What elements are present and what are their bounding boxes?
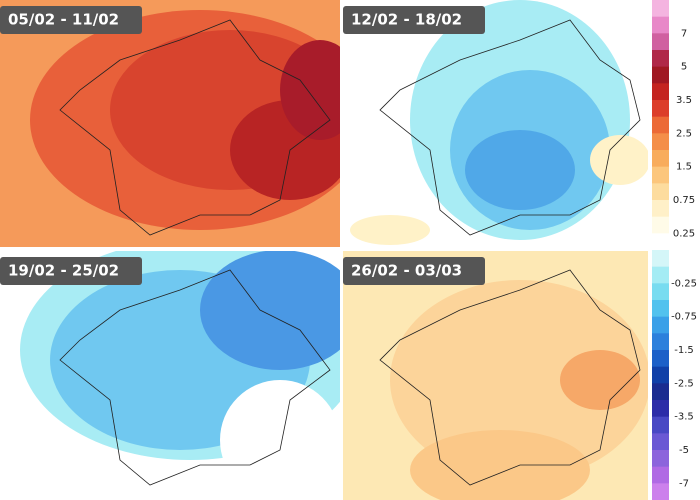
label-box xyxy=(343,257,485,285)
colorbar-swatch xyxy=(652,150,669,168)
colorbar-label: -2.5 xyxy=(674,378,694,389)
colorbar-swatch xyxy=(652,33,669,51)
colorbar-label: -1.5 xyxy=(674,345,694,356)
colorbar-swatch xyxy=(652,316,669,334)
colorbar: 7 5 3.5 2.5 1.5 0.75 0.25 -0.25 -0.75 -1.5 -2.5 -3.… xyxy=(652,0,697,500)
colorbar-swatch xyxy=(652,400,669,418)
label-box xyxy=(343,6,485,34)
colorbar-label: 3.5 xyxy=(676,95,692,106)
colorbar-swatch xyxy=(652,0,669,18)
colorbar-swatch xyxy=(652,216,669,234)
colorbar-swatch xyxy=(652,416,669,434)
colorbar-swatch xyxy=(652,450,669,468)
colorbar-swatch xyxy=(652,16,669,34)
colorbar-swatch xyxy=(652,83,669,101)
map-panel xyxy=(343,0,648,247)
colorbar-label: -3.5 xyxy=(674,412,694,423)
colorbar-swatch xyxy=(652,333,669,351)
panel-label: 05/02 - 11/02 xyxy=(8,11,119,29)
colorbar-swatch xyxy=(652,133,669,151)
colorbar-swatch xyxy=(652,266,669,284)
map-panel xyxy=(343,251,648,500)
colorbar-label: -7 xyxy=(679,478,689,489)
colorbar-swatch xyxy=(652,483,669,500)
colorbar-label: -5 xyxy=(679,445,689,456)
colorbar-swatch xyxy=(652,300,669,318)
map-panel xyxy=(0,0,340,247)
panel-label: 12/02 - 18/02 xyxy=(351,11,462,29)
colorbar-swatch xyxy=(652,50,669,68)
colorbar-swatch xyxy=(652,200,669,218)
colorbar-label: 2.5 xyxy=(676,128,692,139)
label-box xyxy=(0,257,142,285)
colorbar-swatch xyxy=(652,116,669,134)
colorbar-swatch xyxy=(652,383,669,401)
colorbar-label: -0.25 xyxy=(671,278,697,289)
panel-label: 26/02 - 03/03 xyxy=(351,262,462,280)
colorbar-label: 7 xyxy=(681,28,687,39)
colorbar-label: 5 xyxy=(681,62,687,73)
colorbar-swatch xyxy=(652,66,669,84)
colorbar-swatch xyxy=(652,166,669,184)
colorbar-swatch xyxy=(652,250,669,268)
colorbar-swatch xyxy=(652,466,669,484)
colorbar-swatch xyxy=(652,433,669,451)
colorbar-swatch xyxy=(652,350,669,368)
label-box xyxy=(0,6,142,34)
colorbar-swatch xyxy=(652,283,669,301)
map-panel xyxy=(0,251,340,500)
colorbar-swatch xyxy=(652,100,669,118)
colorbar-swatch xyxy=(652,233,669,251)
colorbar-label: 0.25 xyxy=(673,228,695,239)
colorbar-label: 1.5 xyxy=(676,162,692,173)
colorbar-swatch xyxy=(652,183,669,201)
colorbar-swatch xyxy=(652,366,669,384)
colorbar-label: 0.75 xyxy=(673,195,695,206)
panel-label: 19/02 - 25/02 xyxy=(8,262,119,280)
colorbar-label: -0.75 xyxy=(671,312,697,323)
